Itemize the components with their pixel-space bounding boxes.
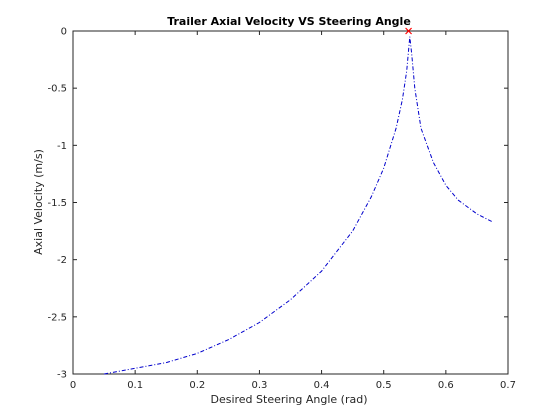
x-tick-label: 0.5 bbox=[376, 380, 392, 391]
y-axis: 0 -0.5 -1 -1.5 -2 -2.5 -3 bbox=[47, 27, 508, 381]
plot-area bbox=[72, 30, 509, 375]
x-tick-label: 0.4 bbox=[314, 380, 330, 391]
x-axis: 0 0.1 0.2 0.3 0.4 0.5 0.6 0.7 bbox=[70, 31, 516, 391]
x-axis-label: Desired Steering Angle (rad) bbox=[210, 393, 367, 406]
series-layer bbox=[104, 36, 493, 375]
chart-title: Trailer Axial Velocity VS Steering Angle bbox=[167, 15, 411, 28]
y-axis-label: Axial Velocity (m/s) bbox=[32, 149, 45, 255]
x-tick-label: 0 bbox=[70, 380, 76, 391]
marker-layer bbox=[405, 27, 412, 35]
y-tick-label: -2.5 bbox=[47, 312, 67, 323]
x-tick-label: 0.1 bbox=[127, 380, 143, 391]
x-tick-label: 0.2 bbox=[189, 380, 205, 391]
x-tick-label: 0.6 bbox=[438, 380, 454, 391]
x-tick-label: 0.7 bbox=[500, 380, 516, 391]
y-tick-label: -0.5 bbox=[47, 84, 67, 95]
y-tick-label: -1 bbox=[57, 141, 67, 152]
x-tick-label: 0.3 bbox=[251, 380, 267, 391]
y-tick-label: -1.5 bbox=[47, 198, 67, 209]
series-line-0 bbox=[104, 36, 493, 375]
y-tick-label: 0 bbox=[61, 27, 67, 38]
peak-marker bbox=[405, 27, 412, 35]
y-tick-label: -3 bbox=[57, 370, 67, 381]
marker-stroke bbox=[405, 27, 412, 35]
y-tick-label: -2 bbox=[57, 255, 67, 266]
